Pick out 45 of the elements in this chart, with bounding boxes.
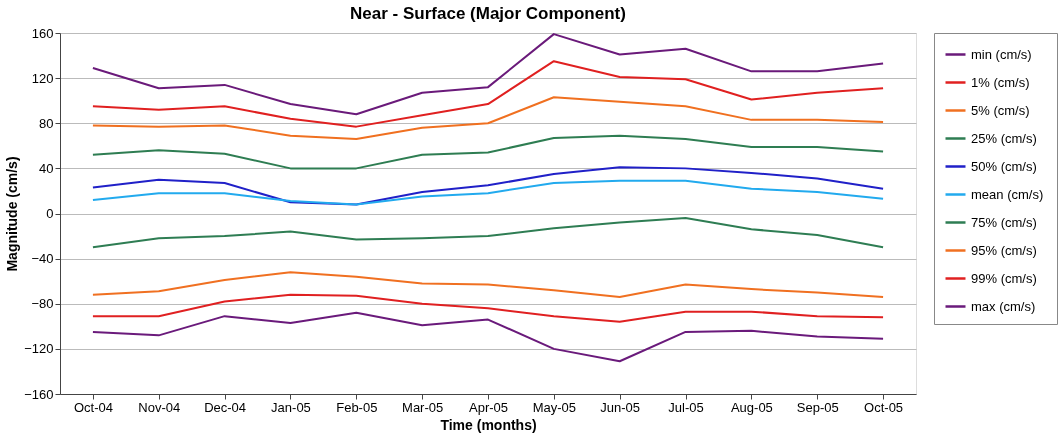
line-series <box>91 293 885 323</box>
y-axis-title: Magnitude (cm/s) <box>4 156 21 272</box>
line-series <box>91 311 885 363</box>
x-tick-label: Apr-05 <box>468 399 509 415</box>
line-series <box>91 179 885 206</box>
x-tick-label: Aug-05 <box>730 399 773 415</box>
y-tick-label: 120 <box>31 70 54 86</box>
line-series <box>91 60 885 128</box>
y-tick-label: −120 <box>24 341 54 357</box>
line-series <box>91 134 885 170</box>
y-tick-label: −80 <box>31 296 54 312</box>
legend-label: max (cm/s) <box>971 298 1036 314</box>
x-tick-label: Mar-05 <box>402 399 444 415</box>
x-axis-title: Time (months) <box>440 416 537 433</box>
y-tick-label: 160 <box>31 25 54 41</box>
legend-label: 5% (cm/s) <box>971 102 1030 118</box>
legend-label: 75% (cm/s) <box>971 214 1037 230</box>
x-tick-label: Feb-05 <box>336 399 378 415</box>
line-series <box>91 271 885 298</box>
legend-label: 95% (cm/s) <box>971 242 1037 258</box>
x-tick-label: Jan-05 <box>271 399 311 415</box>
legend-label: 99% (cm/s) <box>971 270 1037 286</box>
chart-title: Near - Surface (Major Component) <box>350 4 626 23</box>
y-tick-label: 80 <box>39 115 54 131</box>
legend-label: 25% (cm/s) <box>971 130 1037 146</box>
x-tick-label: Oct-05 <box>864 399 904 415</box>
line-series <box>91 217 885 249</box>
legend-label: min (cm/s) <box>971 46 1032 62</box>
x-tick-label: Nov-04 <box>138 399 181 415</box>
line-series <box>91 96 885 141</box>
y-tick-label: 40 <box>39 160 54 176</box>
line-series <box>91 166 885 206</box>
x-tick-label: Jul-05 <box>668 399 704 415</box>
legend-label: 1% (cm/s) <box>971 74 1030 90</box>
y-tick-label: 0 <box>46 206 54 221</box>
x-tick-label: Jun-05 <box>600 399 641 415</box>
y-tick-label: −40 <box>31 251 54 267</box>
x-tick-label: Sep-05 <box>796 399 839 415</box>
x-tick-label: Dec-04 <box>204 399 247 415</box>
x-tick-label: May-05 <box>532 399 577 415</box>
line-series <box>91 33 885 116</box>
x-tick-label: Oct-04 <box>73 399 113 415</box>
legend-label: mean (cm/s) <box>971 186 1044 202</box>
legend-label: 50% (cm/s) <box>971 158 1037 174</box>
y-tick-label: −160 <box>24 386 54 402</box>
